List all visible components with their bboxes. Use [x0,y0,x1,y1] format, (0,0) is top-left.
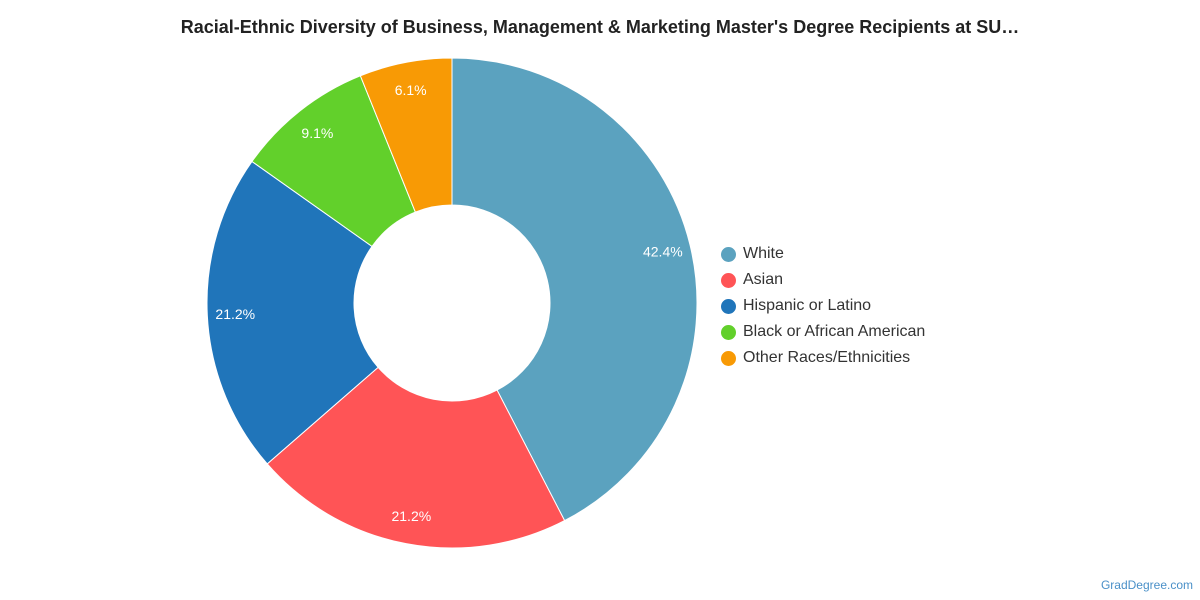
slice-label: 42.4% [643,244,683,260]
slice-label: 6.1% [395,82,427,98]
legend-item[interactable]: Black or African American [721,319,925,345]
legend-item[interactable]: White [721,241,925,267]
legend-marker [721,350,736,366]
legend-label: Other Races/Ethnicities [743,349,911,366]
legend-marker [721,324,736,340]
legend-item[interactable]: Asian [721,267,925,293]
legend-label: Black or African American [743,323,926,340]
legend-marker [721,272,736,288]
slice-asian[interactable] [266,366,566,549]
legend-item[interactable]: Other Races/Ethnicities [721,345,925,371]
slice-white[interactable] [451,57,698,522]
legend-label: Hispanic or Latino [743,297,872,314]
legend-label: Asian [743,271,784,288]
legend-marker [721,246,736,262]
legend-label: White [743,245,784,262]
credit-link[interactable]: GradDegree.com [1100,578,1193,592]
chart-legend: White Asian Hispanic or Latino Black or Afr… [721,241,925,371]
chart-title: Racial-Ethnic Diversity of Business, Man… [180,17,1020,37]
slice-label: 21.2% [215,306,255,322]
legend-item[interactable]: Hispanic or Latino [721,293,925,319]
slice-other-races-ethnicities[interactable] [359,57,453,213]
slice-label: 9.1% [301,125,333,141]
slice-hispanic-or-latino[interactable] [206,160,379,465]
slice-label: 21.2% [391,508,431,524]
legend-marker [721,298,736,314]
